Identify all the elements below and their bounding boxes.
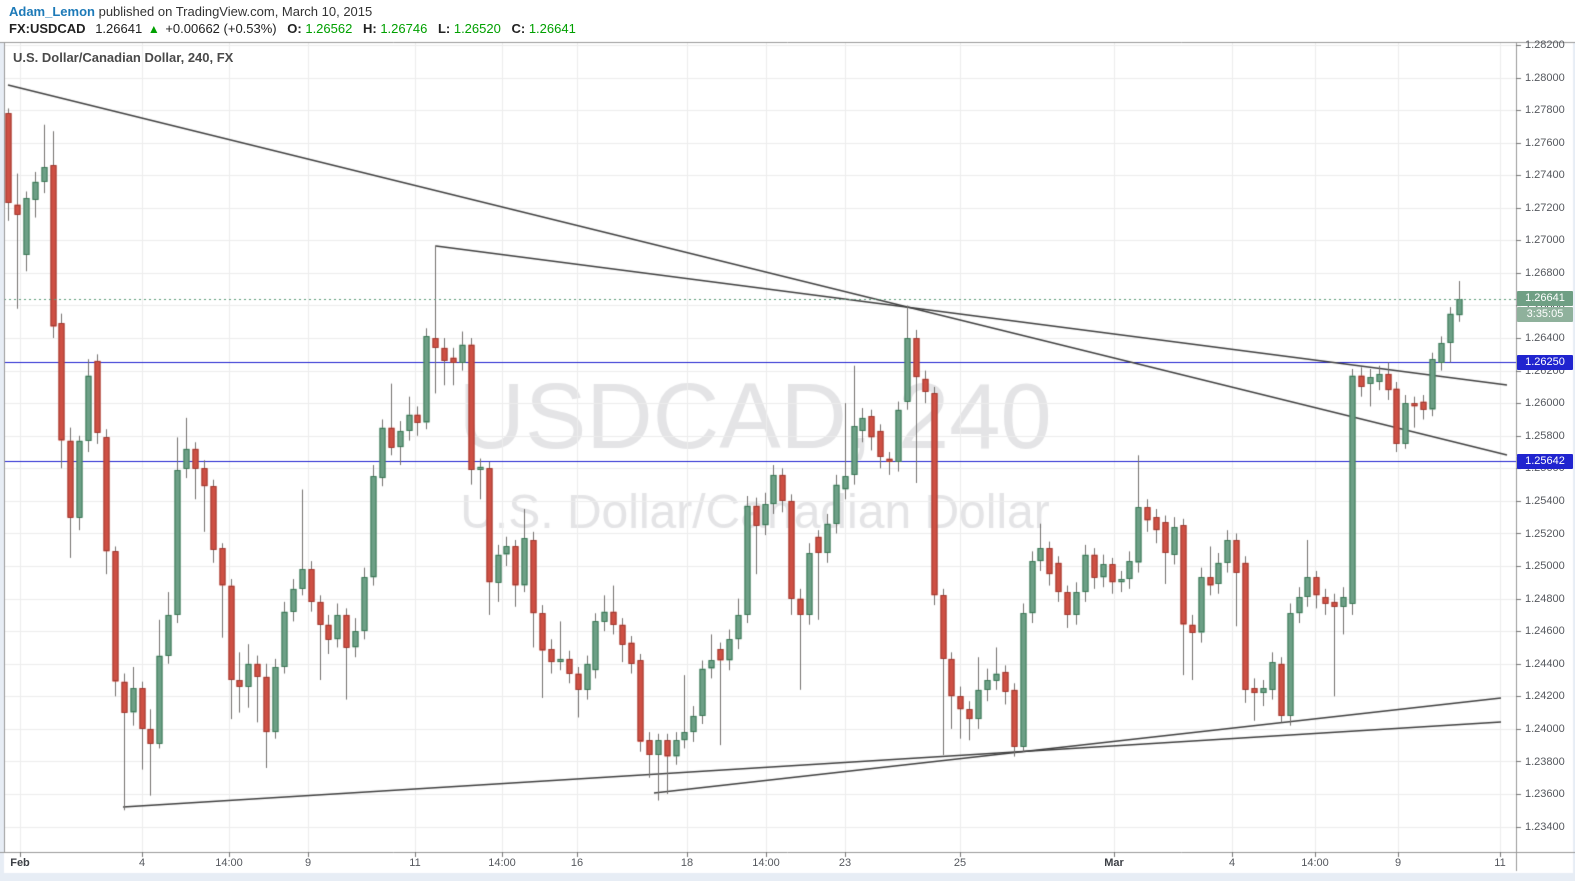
y-axis-tick: 1.25200 — [1525, 527, 1565, 540]
x-axis-tick: 14:00 — [752, 857, 780, 869]
y-axis-tick: 1.27600 — [1525, 136, 1565, 149]
x-axis-tick: 14:00 — [1301, 857, 1329, 869]
y-axis-tick: 1.24200 — [1525, 690, 1565, 703]
close-label: C: — [511, 21, 526, 36]
chart-pane-title: U.S. Dollar/Canadian Dollar, 240, FX — [13, 50, 234, 65]
x-axis-tick: 18 — [680, 857, 694, 869]
y-axis-tick: 1.26000 — [1525, 397, 1565, 410]
x-axis-tick: 4 — [1228, 857, 1236, 869]
x-axis-tick: 25 — [953, 857, 967, 869]
symbol-name[interactable]: FX:USDCAD — [9, 21, 86, 36]
symbol-change: +0.00662 (+0.53%) — [165, 21, 277, 36]
open-label: O: — [287, 21, 302, 36]
x-axis-tick: 9 — [1394, 857, 1402, 869]
y-axis-tick: 1.28000 — [1525, 71, 1565, 84]
x-axis-tick: 16 — [570, 857, 584, 869]
y-axis-tick: 1.24000 — [1525, 722, 1565, 735]
low-value: 1.26520 — [453, 21, 501, 36]
up-arrow-icon: ▲ — [147, 22, 160, 36]
y-axis-tick: 1.23400 — [1525, 820, 1565, 833]
x-axis-tick: Feb — [10, 857, 30, 869]
last-price-tag: 1.26641 — [1517, 291, 1573, 307]
y-axis-tick: 1.23600 — [1525, 788, 1565, 800]
close-value: 1.26641 — [528, 21, 576, 36]
published-text: published on TradingView.com, March 10, … — [98, 4, 373, 19]
high-label: H: — [362, 21, 377, 36]
x-axis-tick: 11 — [409, 857, 421, 869]
x-axis-tick: 23 — [838, 857, 852, 869]
x-axis-tick: 14:00 — [488, 857, 516, 869]
y-axis-tick: 1.25400 — [1525, 494, 1565, 507]
y-axis-tick: 1.26800 — [1525, 266, 1565, 279]
x-axis-tick: 4 — [138, 857, 146, 869]
low-label: L: — [437, 21, 451, 36]
x-axis-tick: Mar — [1104, 857, 1124, 869]
symbol-last-price: 1.26641 — [95, 21, 143, 36]
y-axis-tick: 1.25000 — [1525, 560, 1565, 572]
y-axis-tick: 1.24800 — [1525, 592, 1565, 605]
y-axis-tick: 1.23800 — [1525, 755, 1565, 768]
y-axis-tick: 1.28200 — [1525, 38, 1565, 51]
y-axis-tick: 1.27200 — [1525, 201, 1565, 214]
x-axis-tick: 14:00 — [215, 857, 243, 869]
y-axis-tick: 1.24600 — [1525, 625, 1565, 638]
x-axis-tick: 9 — [304, 857, 312, 869]
y-axis-tick: 1.27000 — [1525, 234, 1565, 247]
y-axis-tick: 1.25800 — [1525, 429, 1565, 442]
level-price-tag-lower: 1.25642 — [1517, 454, 1573, 469]
publish-header: Adam_Lemon published on TradingView.com,… — [9, 4, 372, 19]
y-axis-tick: 1.27400 — [1525, 169, 1565, 182]
level-price-tag-upper: 1.26250 — [1517, 355, 1573, 370]
bar-countdown-tag: 3:35:05 — [1517, 306, 1573, 322]
y-axis-tick: 1.27800 — [1525, 104, 1565, 117]
open-value: 1.26562 — [305, 21, 353, 36]
x-axis-tick: 11 — [1494, 857, 1506, 869]
y-axis-tick: 1.26400 — [1525, 332, 1565, 345]
author-link[interactable]: Adam_Lemon — [9, 4, 95, 19]
y-axis-tick: 1.24400 — [1525, 657, 1565, 670]
high-value: 1.26746 — [380, 21, 428, 36]
symbol-header: FX:USDCAD 1.26641 ▲ +0.00662 (+0.53%) O:… — [9, 21, 576, 36]
